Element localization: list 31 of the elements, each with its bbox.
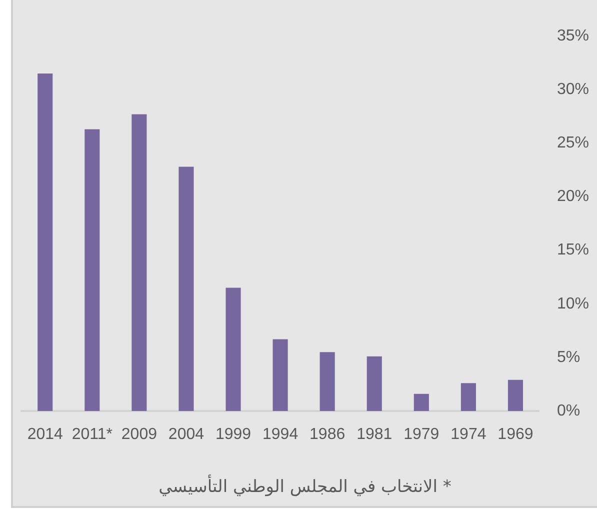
x-tick-label: 1974 <box>450 426 486 444</box>
bar <box>272 339 288 411</box>
x-tick-label: 2014 <box>27 426 64 444</box>
text: * الانتخاب في المجلس الوطني التأسيسي <box>158 474 452 499</box>
x-tick-label: 1994 <box>262 426 298 444</box>
bar <box>460 383 476 411</box>
x-tick-label: 1979 <box>404 426 440 444</box>
bar <box>132 114 147 411</box>
bar <box>508 380 524 411</box>
y-tick-label: 10% <box>557 295 590 312</box>
y-tick-label: 35% <box>557 27 590 44</box>
y-tick-label: 5% <box>557 348 580 366</box>
x-tick-label: 2004 <box>168 426 204 444</box>
x-tick-label: 1986 <box>310 426 346 444</box>
y-tick-label: 25% <box>557 134 590 152</box>
bar <box>38 74 53 411</box>
y-tick-label: 15% <box>557 242 590 259</box>
bar <box>178 166 194 411</box>
x-tick-label: 2009 <box>121 426 158 444</box>
y-tick-label: 0% <box>557 402 580 420</box>
y-tick-label: 30% <box>557 80 590 98</box>
x-tick-label: 1969 <box>498 426 534 444</box>
bar <box>226 288 241 411</box>
bar <box>366 356 382 411</box>
bar <box>84 129 100 411</box>
x-tick-label: 1999 <box>215 426 252 444</box>
x-tick-label: 1981 <box>356 426 392 444</box>
bar <box>414 394 429 411</box>
bar <box>320 352 335 411</box>
x-tick-label: 2011* <box>72 426 112 444</box>
y-tick-label: 20% <box>557 188 590 206</box>
